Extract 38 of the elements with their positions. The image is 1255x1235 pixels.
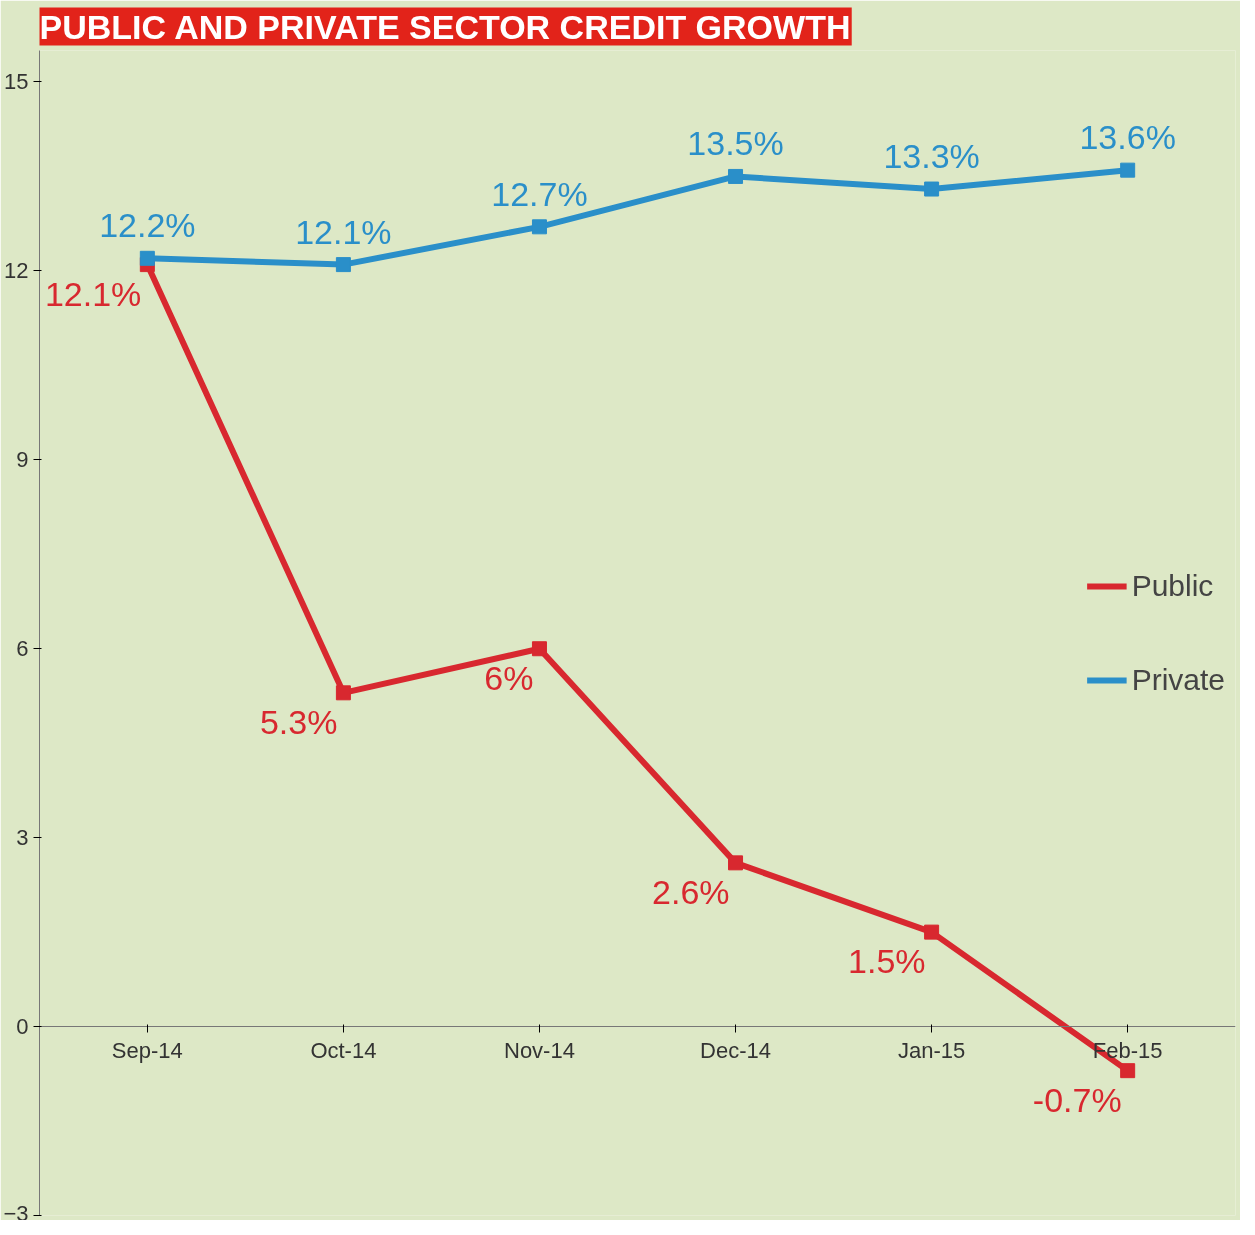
data-label: 12.1% — [295, 212, 392, 251]
point — [335, 685, 351, 701]
data-label: 2.6% — [652, 872, 730, 911]
y-tick-label: −3 — [3, 1200, 29, 1226]
data-label: 13.5% — [687, 124, 784, 163]
x-tick-label: Nov-14 — [504, 1037, 575, 1063]
point — [531, 219, 547, 235]
y-tick-label: 6 — [16, 636, 29, 662]
point — [1120, 1063, 1136, 1079]
data-label: 12.1% — [44, 274, 142, 313]
y-tick-label: 0 — [16, 1014, 29, 1040]
data-label: 13.3% — [883, 137, 980, 176]
chart-title: PUBLIC AND PRIVATE SECTOR CREDIT GROWTH — [39, 7, 851, 46]
point — [728, 855, 744, 871]
legend-label: Public — [1131, 568, 1214, 603]
point — [1120, 162, 1136, 178]
y-tick-label: 9 — [16, 447, 29, 473]
data-label: 6% — [484, 658, 534, 697]
data-label: 1.5% — [848, 942, 926, 981]
y-tick-label: 3 — [16, 825, 29, 851]
x-tick-label: Oct-14 — [310, 1037, 377, 1063]
data-label: 12.7% — [491, 174, 588, 213]
data-label: -0.7% — [1032, 1080, 1122, 1119]
x-tick-label: Sep-14 — [111, 1037, 183, 1063]
point — [139, 250, 155, 266]
y-tick-label: 12 — [4, 258, 29, 284]
point — [924, 924, 940, 940]
point — [335, 257, 351, 273]
point — [728, 168, 744, 184]
x-tick-label: Dec-14 — [700, 1037, 771, 1063]
data-label: 13.6% — [1079, 118, 1176, 157]
data-label: 12.2% — [99, 206, 196, 245]
x-tick-label: Jan-15 — [897, 1037, 966, 1063]
data-label: 5.3% — [259, 702, 338, 741]
y-tick-label: 15 — [4, 69, 29, 95]
point — [531, 641, 547, 657]
legend-label: Private — [1131, 662, 1225, 697]
point — [924, 181, 940, 197]
